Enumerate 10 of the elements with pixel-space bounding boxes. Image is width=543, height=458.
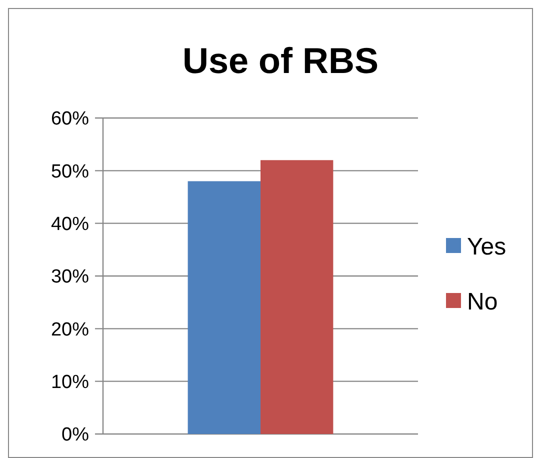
y-tick-label: 50% [50,161,90,182]
chart-title: Use of RBS [182,40,379,81]
y-tick-label: 0% [62,424,90,446]
y-tick-label: 10% [50,372,90,393]
legend-label: No [467,288,498,316]
y-tick-label: 20% [50,319,90,340]
legend-label: Yes [467,233,506,260]
y-tick-label: 60% [50,108,90,130]
y-tick-label: 30% [50,266,90,288]
y-tick-label: 40% [50,214,90,235]
